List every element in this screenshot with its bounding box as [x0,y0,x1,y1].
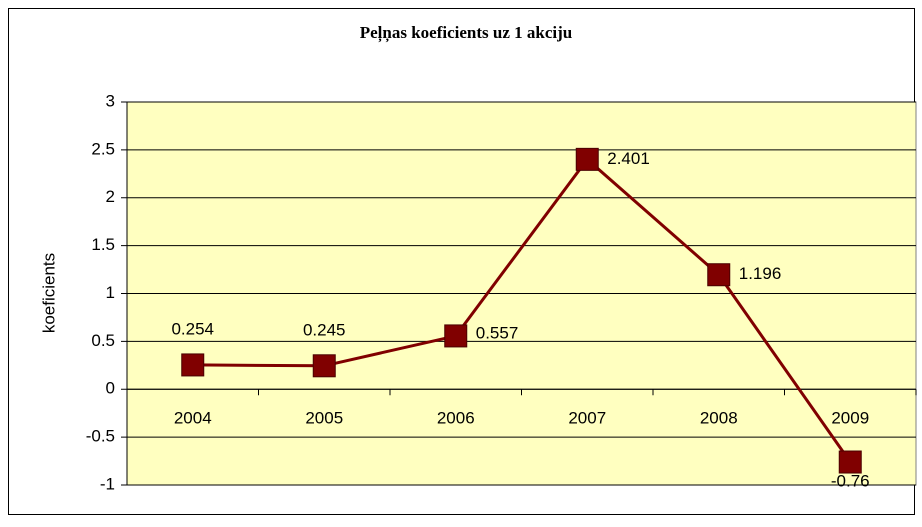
y-tick-label: 1.5 [91,235,115,254]
series-line [192,157,852,463]
data-label: 0.557 [476,323,519,342]
x-tick-label: 2004 [174,409,212,428]
y-tick-label: 2.5 [91,139,115,158]
x-tick-label: 2009 [831,409,869,428]
y-tick-label: 0 [106,379,115,398]
x-tick-label: 2007 [568,409,606,428]
y-tick-label: 0.5 [91,331,115,350]
marker [312,354,336,378]
data-label: 0.245 [303,320,346,339]
y-tick-label: -1 [100,474,115,493]
x-tick-label: 2008 [700,409,738,428]
y-tick-label: 3 [106,91,115,110]
marker [838,450,862,474]
y-tick-label: 2 [106,187,115,206]
x-tick-label: 2006 [437,409,475,428]
marker [444,324,468,348]
data-label: -0.76 [831,472,870,491]
y-tick-label: -0.5 [86,427,115,446]
marker [707,263,731,287]
data-label: 0.254 [171,319,214,338]
chart-title: Peļņas koeficients uz 1 akciju [360,23,573,43]
data-label: 2.401 [607,149,650,168]
marker [575,147,599,171]
y-axis-label: koeficients [39,253,58,333]
data-label: 1.196 [739,264,782,283]
y-tick-label: 1 [106,283,115,302]
x-tick-label: 2005 [305,409,343,428]
marker [181,353,205,377]
